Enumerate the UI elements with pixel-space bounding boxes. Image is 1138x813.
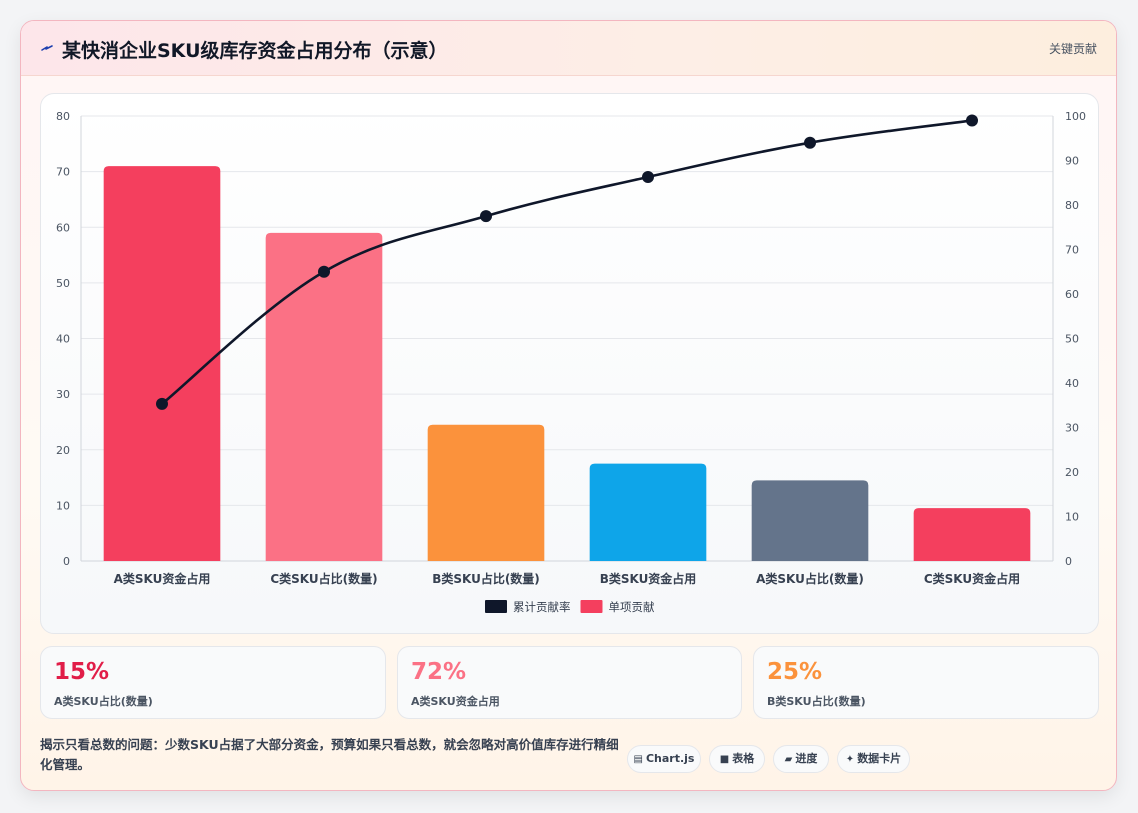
stat-value: 15% bbox=[54, 659, 110, 685]
x-tick-label: B类SKU资金占用 bbox=[600, 571, 697, 586]
chart-card: 某快消企业SKU级库存资金占用分布（示意） 关键贡献 0 10 20 30 40 50 60… bbox=[20, 20, 1117, 791]
y-right-tick-label: 40 bbox=[1065, 377, 1079, 390]
y-right-tick-label: 100 bbox=[1065, 110, 1086, 123]
x-tick-label: C类SKU占比(数量) bbox=[270, 571, 377, 586]
stat-card: 72% A类SKU资金占用 bbox=[397, 646, 742, 719]
cumulative-point bbox=[480, 210, 492, 223]
y-left-tick-label: 10 bbox=[56, 499, 70, 512]
stat-card: 15% A类SKU占比(数量) bbox=[40, 646, 386, 719]
cumulative-point bbox=[318, 265, 330, 278]
y-right-tick-label: 90 bbox=[1065, 155, 1079, 168]
y-right-tick-label: 30 bbox=[1065, 422, 1079, 435]
tag-chartjs[interactable]: ▤ Chart.js bbox=[627, 745, 701, 773]
chart-panel: 0 10 20 30 40 50 60 70 80 0 10 20 30 40 50 60 70 80 90 100 A… bbox=[40, 93, 1099, 634]
legend-label: 单项贡献 bbox=[609, 600, 655, 614]
y-left-tick-label: 70 bbox=[56, 166, 70, 179]
tag-table[interactable]: ■ 表格 bbox=[709, 745, 765, 773]
y-right-tick-label: 20 bbox=[1065, 466, 1079, 479]
stat-card: 25% B类SKU占比(数量) bbox=[753, 646, 1099, 719]
stat-label: A类SKU资金占用 bbox=[411, 695, 500, 708]
cumulative-point bbox=[156, 397, 168, 410]
x-tick-label: A类SKU占比(数量) bbox=[756, 571, 864, 586]
x-tick-label: B类SKU占比(数量) bbox=[432, 571, 540, 586]
stat-value: 72% bbox=[411, 659, 467, 685]
pareto-chart: 0 10 20 30 40 50 60 70 80 0 10 20 30 40 50 60 70 80 90 100 A… bbox=[56, 110, 1086, 614]
cumulative-point bbox=[804, 136, 816, 149]
tag-progress[interactable]: ▰ 进度 bbox=[773, 745, 829, 773]
stat-value: 25% bbox=[767, 659, 823, 685]
bar bbox=[265, 232, 383, 561]
tag-label: 数据卡片 bbox=[857, 752, 902, 765]
progress-icon: ▰ bbox=[784, 754, 793, 765]
y-left-tick-label: 30 bbox=[56, 388, 70, 401]
table-icon: ■ bbox=[719, 754, 730, 765]
insight-note: 揭示只看总数的问题：少数SKU占据了大部分资金，预算如果只看总数，就会忽略对高价… bbox=[40, 737, 619, 772]
tag-data-card[interactable]: ✦ 数据卡片 bbox=[837, 745, 910, 773]
legend-label: 累计贡献率 bbox=[513, 600, 571, 614]
y-left-tick-label: 80 bbox=[56, 110, 70, 123]
y-left-tick-label: 50 bbox=[56, 277, 70, 290]
y-right-tick-label: 10 bbox=[1065, 511, 1079, 524]
chart-title: 某快消企业SKU级库存资金占用分布（示意） bbox=[62, 40, 448, 62]
tag-label: 表格 bbox=[732, 752, 755, 765]
card-header: 某快消企业SKU级库存资金占用分布（示意） 关键贡献 bbox=[21, 21, 1116, 76]
y-right-tick-label: 80 bbox=[1065, 199, 1079, 212]
key-contribution-badge: 关键贡献 bbox=[1048, 42, 1097, 56]
y-left-tick-label: 60 bbox=[56, 221, 70, 234]
x-tick-label: A类SKU资金占用 bbox=[114, 571, 211, 586]
stat-label: B类SKU占比(数量) bbox=[767, 695, 866, 708]
y-right-tick-label: 50 bbox=[1065, 333, 1079, 346]
sparkle-icon: ✦ bbox=[845, 754, 855, 765]
bar bbox=[589, 463, 707, 561]
cumulative-point bbox=[966, 114, 978, 127]
y-right-tick-label: 70 bbox=[1065, 244, 1079, 257]
bar bbox=[913, 508, 1031, 561]
y-left-tick-label: 40 bbox=[56, 333, 70, 346]
tag-label: Chart.js bbox=[645, 752, 695, 765]
bar bbox=[751, 480, 869, 561]
cumulative-point bbox=[642, 170, 654, 183]
y-left-tick-label: 20 bbox=[56, 444, 70, 457]
chart-icon: ▤ bbox=[633, 754, 643, 765]
tag-label: 进度 bbox=[795, 752, 818, 765]
legend-swatch bbox=[580, 600, 603, 613]
y-right-tick-label: 0 bbox=[1065, 555, 1072, 568]
cumulative-line bbox=[161, 119, 973, 405]
bar bbox=[427, 424, 545, 561]
y-left-tick-label: 0 bbox=[63, 555, 70, 568]
lightning-icon bbox=[40, 38, 56, 58]
stat-label: A类SKU占比(数量) bbox=[54, 695, 153, 708]
y-right-tick-label: 60 bbox=[1065, 288, 1079, 301]
legend-swatch bbox=[485, 600, 507, 613]
x-tick-label: C类SKU资金占用 bbox=[924, 571, 1020, 586]
bar bbox=[103, 166, 221, 561]
